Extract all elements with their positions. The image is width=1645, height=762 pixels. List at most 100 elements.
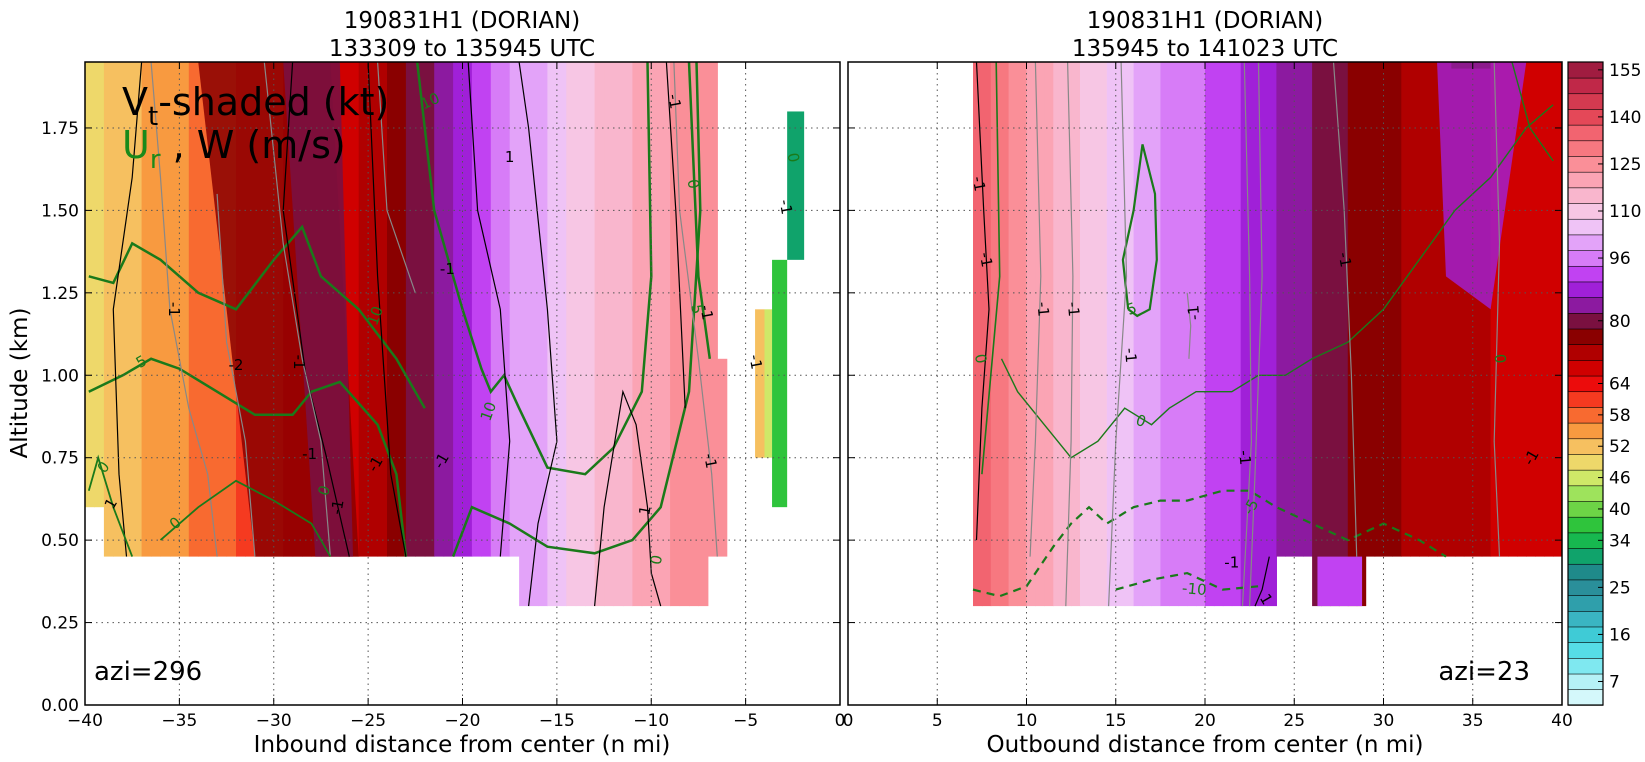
contour-line bbox=[1254, 556, 1270, 607]
colorbar-tick-label: 96 bbox=[1609, 249, 1631, 269]
colorbar-tick-label: 80 bbox=[1609, 312, 1631, 332]
colorbar-segment bbox=[1567, 234, 1604, 251]
vt-band bbox=[1231, 62, 1242, 607]
vt-band bbox=[132, 62, 143, 557]
vt-band bbox=[1553, 62, 1562, 557]
vt-band bbox=[471, 62, 482, 557]
vt-band bbox=[1160, 62, 1170, 607]
contour-line bbox=[981, 62, 1001, 475]
vt-band bbox=[1535, 62, 1545, 557]
vt-band bbox=[1451, 62, 1491, 69]
contour-label: 0 bbox=[971, 352, 990, 365]
contour-line bbox=[216, 193, 256, 557]
vt-band bbox=[990, 62, 1001, 607]
vt-band bbox=[1187, 62, 1197, 607]
vt-band bbox=[462, 62, 473, 557]
x-tick-label: 5 bbox=[932, 711, 943, 731]
contour-line bbox=[687, 62, 712, 359]
right-azimuth-label: azi=23 bbox=[1438, 657, 1530, 687]
colorbar-tick-label: 46 bbox=[1609, 469, 1631, 489]
x-tick-label: 20 bbox=[1194, 711, 1216, 731]
x-tick-label: −25 bbox=[350, 711, 386, 731]
contour-label: -10 bbox=[1181, 579, 1207, 599]
colorbar-segment bbox=[1567, 500, 1604, 518]
vt-band bbox=[1285, 62, 1295, 557]
vt-band bbox=[1044, 62, 1054, 607]
vt-column bbox=[772, 259, 788, 508]
colorbar-segment bbox=[1567, 673, 1604, 691]
colorbar-segment bbox=[1567, 77, 1604, 95]
contour-line bbox=[1065, 62, 1074, 607]
right-title-line2: 135945 to 141023 UTC bbox=[1072, 36, 1338, 62]
vt-band bbox=[1124, 62, 1135, 607]
vt-band bbox=[651, 62, 662, 607]
colorbar-segment bbox=[1567, 265, 1604, 283]
x-tick-label: 25 bbox=[1283, 711, 1305, 731]
colorbar-tick-label: 58 bbox=[1609, 406, 1631, 426]
vt-band bbox=[538, 62, 548, 607]
contour-line bbox=[415, 62, 653, 476]
contour-label: 10 bbox=[477, 399, 500, 423]
y-tick-label: 1.00 bbox=[41, 366, 79, 386]
vt-band bbox=[1062, 62, 1072, 607]
contour-line bbox=[972, 489, 1447, 598]
contour-label: -1 bbox=[700, 452, 720, 470]
vt-band bbox=[632, 62, 643, 607]
y-tick-label: 1.50 bbox=[41, 201, 79, 221]
colorbar-segment bbox=[1567, 626, 1604, 643]
vt-band bbox=[1517, 62, 1527, 557]
colorbar-segment bbox=[1567, 124, 1604, 142]
vt-band bbox=[1142, 62, 1152, 607]
contour-label: 1 bbox=[635, 504, 654, 517]
contour-line bbox=[467, 62, 511, 557]
x-tick-label: 40 bbox=[1551, 711, 1573, 731]
vt-band bbox=[1544, 62, 1554, 557]
contour-label: -1 bbox=[327, 498, 347, 516]
vt-band bbox=[689, 62, 699, 607]
colorbar-segment bbox=[1567, 249, 1604, 267]
contour-label: 0 bbox=[647, 554, 666, 567]
y-tick-label: 1.25 bbox=[41, 284, 79, 304]
contour-line bbox=[1108, 62, 1128, 607]
vt-band bbox=[1472, 62, 1483, 557]
vt-band bbox=[434, 62, 445, 557]
contour-line bbox=[665, 62, 686, 409]
vt-band bbox=[1401, 62, 1411, 557]
colorbar-tick-label: 110 bbox=[1609, 202, 1641, 222]
vt-band bbox=[141, 62, 152, 557]
left-title-line1: 190831H1 (DORIAN) bbox=[344, 8, 581, 34]
contour-line bbox=[673, 62, 718, 557]
vt-band bbox=[613, 62, 624, 607]
vt-band bbox=[1526, 62, 1536, 557]
vt-band bbox=[1356, 62, 1367, 607]
contour-label: 5 bbox=[687, 303, 706, 316]
vt-band bbox=[387, 62, 397, 557]
vt-band bbox=[1249, 62, 1260, 607]
contour-label: -1 bbox=[1335, 251, 1355, 269]
colorbar-segment bbox=[1567, 689, 1604, 706]
contour-line bbox=[1249, 62, 1263, 607]
contour-line bbox=[1332, 62, 1358, 557]
colorbar-segment bbox=[1567, 532, 1604, 549]
colorbar-segment bbox=[1567, 657, 1604, 675]
right-x-axis-label: Outbound distance from center (n mi) bbox=[987, 732, 1424, 758]
colorbar-tick-label: 7 bbox=[1609, 672, 1620, 692]
vt-band bbox=[1089, 62, 1099, 607]
contour-label: 1 bbox=[505, 148, 515, 166]
vt-band bbox=[1240, 62, 1251, 607]
y-tick-label: 0.75 bbox=[41, 449, 79, 469]
contour-line bbox=[150, 62, 218, 557]
contour-label: 0 bbox=[784, 151, 803, 164]
x-tick-label: −35 bbox=[161, 711, 197, 731]
contour-line bbox=[975, 62, 990, 541]
vt-band bbox=[1303, 62, 1313, 557]
contour-label: 0 bbox=[1491, 353, 1510, 364]
vt-band bbox=[1463, 62, 1474, 557]
colorbar-segment bbox=[1567, 61, 1604, 79]
x-tick-label: −20 bbox=[445, 711, 481, 731]
vt-band bbox=[594, 62, 605, 607]
vt-band bbox=[1347, 62, 1358, 607]
vt-band bbox=[1276, 62, 1286, 557]
colorbar-tick-label: 140 bbox=[1609, 108, 1641, 128]
vt-band bbox=[973, 62, 983, 607]
